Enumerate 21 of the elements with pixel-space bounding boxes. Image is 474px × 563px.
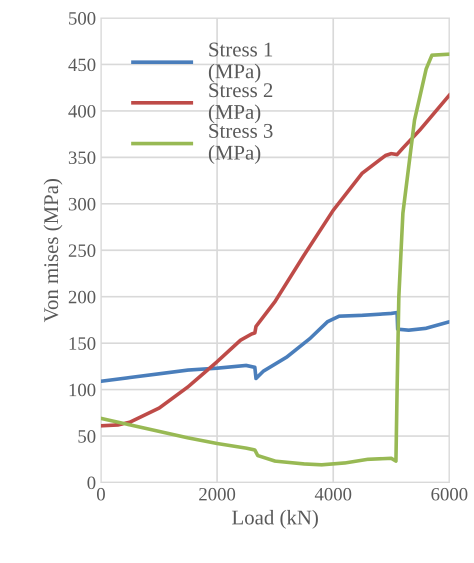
y-tick-label: 200 <box>68 290 96 304</box>
x-tick-label: 4000 <box>314 488 352 501</box>
x-tick-label: 0 <box>96 488 105 501</box>
y-tick-label: 300 <box>68 198 96 210</box>
line-series <box>100 310 450 384</box>
y-tick-label: 100 <box>70 384 96 396</box>
y-tick-label: 0 <box>87 476 96 490</box>
y-axis-title: Von mises (MPa) <box>44 179 62 322</box>
y-tick-label: 150 <box>70 337 96 350</box>
legend-label: Stress 2 (MPa) <box>208 83 272 124</box>
y-tick-label: 50 <box>78 430 96 443</box>
y-tick-label: 250 <box>68 244 96 257</box>
legend-label: Stress 3 (MPa) <box>208 124 273 164</box>
x-tick-label: 6000 <box>431 488 468 501</box>
legend-label: Stress 1 (MPa) <box>208 42 272 83</box>
y-tick-label: 400 <box>68 104 96 118</box>
x-tick-label: 2000 <box>199 488 236 501</box>
y-tick-label: 350 <box>68 151 96 164</box>
x-axis-title: Load (kN) <box>232 510 318 529</box>
y-tick-label: 450 <box>68 58 96 72</box>
y-tick-label: 500 <box>69 12 96 25</box>
